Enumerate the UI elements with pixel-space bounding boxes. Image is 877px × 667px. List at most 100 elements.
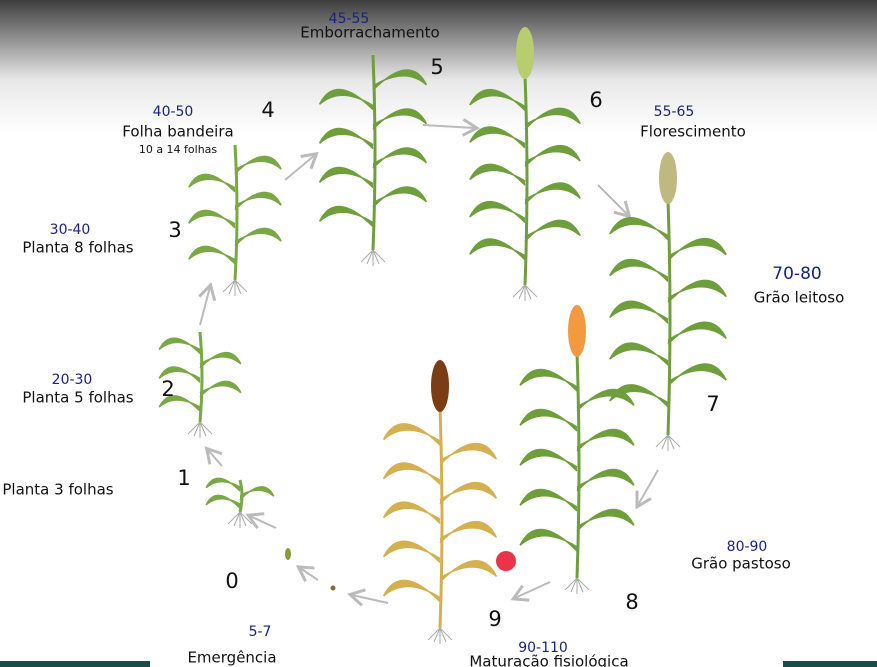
leaf	[239, 486, 275, 501]
root	[564, 577, 578, 591]
root	[239, 511, 247, 527]
panicle	[516, 27, 534, 79]
root	[570, 577, 578, 593]
stage-number: 3	[168, 218, 181, 242]
leaf	[524, 219, 581, 242]
root	[667, 434, 681, 448]
arrow	[204, 446, 223, 467]
leaf	[158, 366, 201, 383]
root	[187, 421, 201, 435]
leaf	[667, 321, 727, 345]
plant	[519, 305, 635, 594]
leaf	[667, 279, 727, 303]
stage-days: 20-30	[52, 372, 93, 388]
stage-days: 90-110	[518, 640, 568, 656]
root	[199, 421, 207, 437]
arrow	[422, 118, 481, 137]
leaf	[519, 448, 578, 472]
leaf	[609, 342, 669, 366]
stage-label: Planta 5 folhas	[22, 389, 133, 407]
leaf	[609, 217, 669, 241]
cursor-dot	[496, 551, 516, 571]
plant	[382, 360, 498, 644]
root	[239, 511, 253, 525]
root	[524, 284, 538, 298]
root	[518, 284, 526, 300]
leaf	[519, 488, 578, 512]
root	[233, 511, 241, 527]
leaf	[519, 528, 578, 552]
leaf	[318, 205, 374, 228]
stem	[371, 54, 377, 251]
seed	[285, 548, 291, 560]
stage-number: 5	[430, 55, 443, 79]
stage-number: 7	[706, 392, 719, 416]
stage-label: Emergência	[187, 649, 276, 667]
root	[433, 627, 441, 643]
leaf	[372, 69, 428, 91]
stage-label: Grão leitoso	[754, 289, 845, 307]
stage-days: 70-80	[772, 264, 821, 284]
root	[193, 421, 201, 437]
panicle	[568, 305, 586, 357]
leaf	[234, 155, 282, 175]
plant	[318, 54, 428, 266]
root	[576, 577, 584, 593]
panicle	[431, 360, 449, 412]
stem	[198, 331, 204, 423]
leaf	[609, 300, 669, 324]
leaf	[199, 351, 242, 369]
leaf	[524, 182, 581, 205]
root	[661, 434, 669, 450]
stage-label: Emborrachamento	[300, 24, 439, 42]
root	[667, 434, 675, 450]
root	[228, 279, 236, 295]
root	[366, 249, 374, 265]
root	[427, 627, 441, 641]
stage-days: 40-50	[153, 104, 194, 120]
leaf	[439, 481, 498, 505]
root	[360, 249, 374, 263]
leaf	[524, 144, 581, 167]
arrows	[198, 118, 659, 607]
leaf	[372, 147, 428, 169]
leaf	[667, 238, 727, 262]
root	[222, 279, 236, 293]
stage-days: 30-40	[50, 222, 91, 238]
plant	[158, 331, 242, 438]
stem	[438, 407, 444, 629]
root	[227, 511, 241, 525]
root	[199, 421, 213, 435]
root	[576, 577, 590, 591]
arrow	[284, 151, 319, 181]
leaf	[188, 209, 236, 229]
stage-number: 6	[589, 88, 602, 112]
stage-number: 8	[625, 590, 638, 614]
stem	[233, 144, 239, 281]
leaf	[382, 462, 441, 485]
leaf	[609, 384, 669, 408]
plant	[188, 144, 282, 296]
leaf	[318, 166, 374, 189]
leaf	[439, 560, 498, 583]
stage-number: 1	[177, 466, 190, 490]
bar	[783, 661, 877, 667]
root	[372, 249, 386, 263]
leaf	[609, 258, 669, 282]
leaf	[576, 428, 635, 452]
leaf	[382, 540, 441, 564]
stage-days: 5-7	[249, 624, 272, 640]
stage-days: 55-65	[654, 104, 695, 120]
leaf	[188, 245, 236, 265]
leaf	[469, 238, 526, 261]
plants	[158, 27, 727, 644]
leaf	[576, 388, 635, 412]
leaf	[469, 126, 526, 149]
stage-label: Florescimento	[640, 123, 746, 141]
leaf	[205, 494, 241, 509]
arrow	[635, 469, 659, 510]
leaf	[519, 408, 578, 432]
